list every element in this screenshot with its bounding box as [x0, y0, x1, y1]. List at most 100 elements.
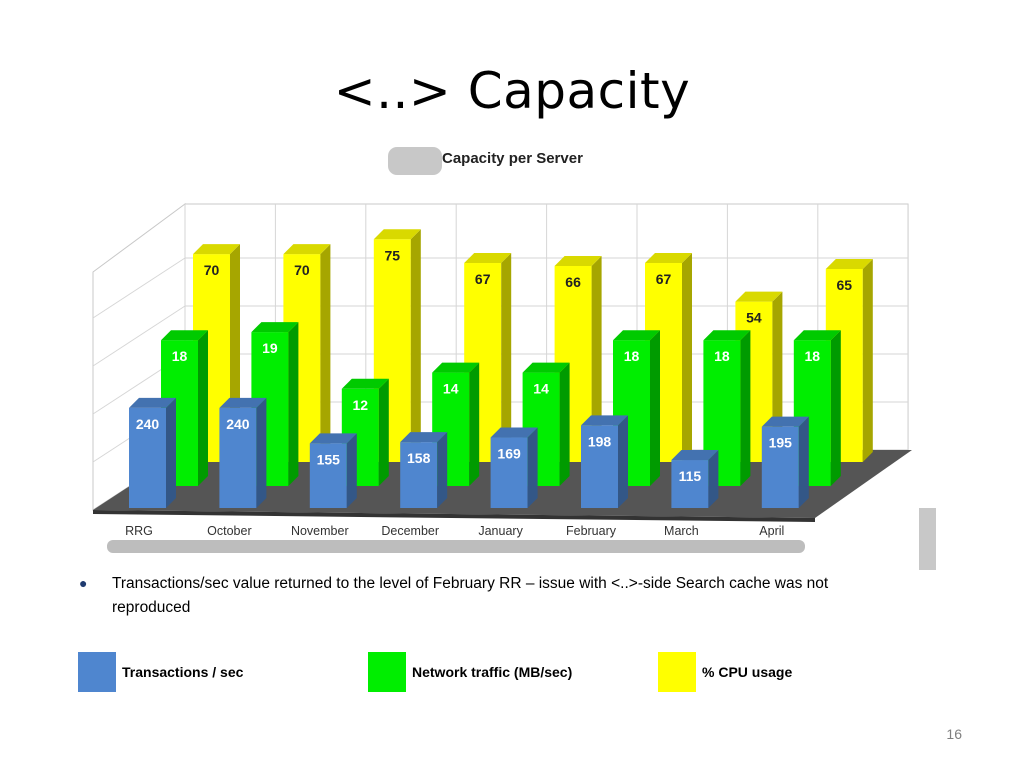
bar-network-value-label: 18	[172, 348, 188, 364]
bar-cpu-value-label: 67	[475, 271, 491, 287]
bar-cpu-value-label: 75	[385, 247, 401, 263]
bar-cpu-value-label: 54	[746, 310, 762, 326]
chart-scroll-bar	[107, 540, 805, 553]
x-tick-label: March	[664, 524, 699, 538]
bar-cpu-top	[735, 291, 783, 302]
bar-cpu-side	[320, 244, 331, 462]
bar-cpu-top	[464, 253, 512, 264]
bar-transactions-value-label: 240	[226, 416, 250, 432]
bar-transactions-side	[346, 433, 357, 508]
bar-cpu-side	[862, 258, 873, 462]
x-tick-label: RRG	[125, 524, 153, 538]
bar-transactions-top	[400, 432, 448, 443]
bar-transactions-value-label: 195	[769, 435, 793, 451]
chart-title: Capacity per Server	[442, 150, 583, 167]
bar-transactions-top	[309, 433, 357, 444]
bar-network-side	[378, 378, 389, 486]
bar-transactions: 198	[581, 415, 628, 508]
chart-title-pill	[388, 147, 442, 175]
bar-transactions: 195	[761, 416, 809, 508]
bar-transactions-value-label: 158	[407, 450, 431, 466]
bar-cpu-side	[501, 253, 512, 462]
bar-transactions-side	[798, 416, 809, 508]
bar-transactions: 169	[490, 427, 538, 508]
bar-network-value-label: 18	[714, 348, 730, 364]
bar-transactions-value-label: 240	[136, 416, 160, 432]
bar-transactions-value-label: 169	[497, 446, 521, 462]
bullet-icon: ●	[79, 575, 88, 591]
bar-network-value-label: 14	[443, 381, 459, 397]
bar-cpu-value-label: 66	[565, 274, 581, 290]
bar-network-side	[830, 330, 841, 486]
bar-transactions: 115	[671, 450, 719, 508]
legend-label-transactions: Transactions / sec	[122, 664, 244, 680]
bar-transactions-side	[166, 397, 176, 508]
bar-transactions-value-label: 115	[679, 468, 702, 484]
bar-transactions-front	[400, 442, 438, 508]
bar-network-value-label: 14	[533, 381, 549, 397]
bar-network-top	[341, 378, 389, 389]
bar-transactions-value-label: 198	[588, 433, 612, 449]
bar-cpu-top	[825, 258, 873, 269]
bar-transactions-side	[527, 427, 538, 508]
bar-network-top	[793, 330, 841, 341]
bar-cpu-top	[373, 229, 421, 240]
gridline-side	[92, 257, 186, 319]
bar-cpu-side	[410, 229, 421, 462]
bar-transactions-side	[618, 415, 628, 508]
x-tick-label: January	[478, 524, 523, 538]
bar-cpu-side	[591, 255, 602, 462]
bar-transactions-front	[309, 443, 347, 508]
legend-label-network: Network traffic (MB/sec)	[412, 664, 573, 680]
bar-network-value-label: 18	[805, 348, 821, 364]
bar-transactions-side	[708, 450, 719, 508]
right-grey-strip	[919, 508, 936, 570]
bar-network-side	[740, 330, 751, 486]
x-tick-label: October	[207, 524, 251, 538]
bar-network-top	[703, 330, 751, 341]
bar-transactions: 155	[309, 433, 357, 508]
bar-transactions-top	[761, 416, 809, 427]
legend-label-cpu: % CPU usage	[702, 664, 793, 680]
bar-network-top	[161, 330, 208, 341]
bar-transactions-side	[437, 432, 448, 508]
bar-transactions-top	[129, 397, 176, 408]
bar-cpu-top	[554, 255, 602, 266]
bar-transactions-front	[581, 425, 618, 508]
bar-transactions-side	[256, 397, 267, 508]
x-axis-labels: RRG October November December January Februar…	[125, 524, 784, 538]
bar-cpu-value-label: 70	[294, 262, 310, 278]
bar-transactions-front	[219, 407, 257, 508]
bar-network-top	[251, 322, 299, 333]
bar-cpu-top	[193, 244, 240, 255]
bar-transactions-top	[219, 397, 267, 408]
x-tick-label: February	[566, 524, 617, 538]
bar-cpu-top	[645, 253, 692, 264]
chart-floor-edge	[93, 510, 815, 522]
bar-transactions: 158	[400, 432, 448, 508]
bar-cpu-value-label: 70	[204, 262, 220, 278]
bar-network-top	[522, 362, 570, 373]
bar-network: 12	[341, 378, 389, 486]
bar-network-side	[198, 330, 208, 486]
legend-swatch-cpu	[658, 652, 696, 692]
x-tick-label: April	[759, 524, 784, 538]
legend-swatch-network	[368, 652, 406, 692]
slide-title: <..> Capacity	[333, 62, 691, 120]
bar-cpu-value-label: 67	[656, 271, 672, 287]
bar-network-value-label: 19	[262, 340, 278, 356]
bar-transactions-front	[129, 407, 166, 508]
bullet-text: Transactions/sec value returned to the l…	[112, 575, 829, 616]
bar-cpu-value-label: 65	[837, 277, 853, 293]
bar-transactions-front	[761, 426, 799, 508]
gridline-side	[92, 305, 186, 367]
bar-transactions-top	[490, 427, 538, 438]
bar-transactions: 240	[129, 397, 176, 508]
bar-network-side	[469, 362, 480, 486]
x-tick-label: November	[291, 524, 349, 538]
bar-cpu-top	[283, 244, 331, 255]
bar-cpu-side	[682, 253, 692, 462]
bar-network-side	[559, 362, 570, 486]
chart-bars: 70 70 75 67 66 67 54 65 18 19 12 14 14 18 18 18 240 240 15…	[129, 229, 873, 508]
